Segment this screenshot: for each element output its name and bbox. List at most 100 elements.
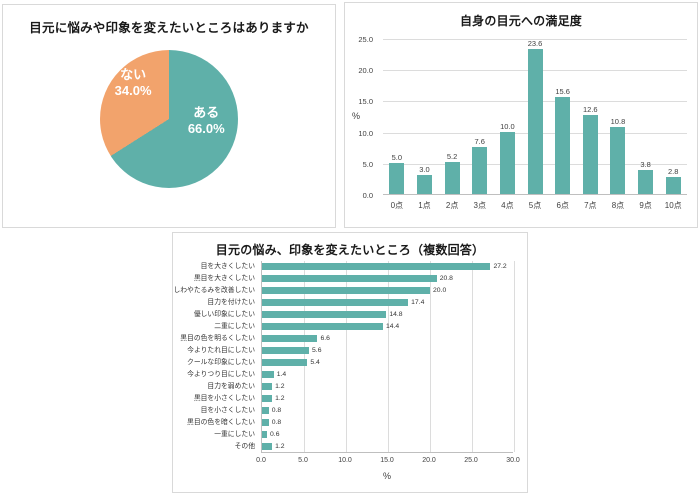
x-category-label: 4点 <box>501 201 514 210</box>
x-category-labels: 0点 1点 2点 3点 4点 5点 6点 7点 8点 9点 10点 <box>383 200 687 211</box>
gridline <box>383 39 687 40</box>
bar <box>262 275 437 283</box>
y-tick-label: 0.0 <box>362 191 373 200</box>
x-tick-label: 30.0 <box>506 457 520 464</box>
bar-value-label: 23.6 <box>527 39 543 48</box>
gridline <box>388 261 389 452</box>
bar <box>262 358 308 366</box>
x-tick-label: 5.0 <box>298 457 308 464</box>
bar-value-label: 10.0 <box>500 121 515 131</box>
bar-value-label: 0.6 <box>270 430 280 438</box>
bar <box>416 175 432 194</box>
hbar-plot: 27.2 20.8 20.0 17.4 14.8 14.4 6.6 5.6 5.4 1.4 1.2 1… <box>261 261 515 453</box>
bar <box>472 146 488 194</box>
hbar-xtick-labels: 0.0 5.0 10.0 15.0 20.0 25.0 30.0 <box>256 457 520 467</box>
category-label: クールな印象にしたい <box>187 359 255 366</box>
category-label: 黒目を小さくしたい <box>193 395 255 402</box>
category-label: 今よりつり目にしたい <box>187 371 255 378</box>
category-label: 黒目の色を明るくしたい <box>180 335 255 342</box>
category-label: しわやたるみを改善したい <box>173 287 255 294</box>
bar <box>555 96 571 194</box>
bar-value-label: 14.8 <box>389 311 403 319</box>
satisfaction-chart-title: 自身の目元への満足度 <box>459 14 582 28</box>
pie-chart-area: ない 34.0% ある 66.0% <box>100 50 238 188</box>
bar-slot: 3.0 <box>411 39 439 194</box>
y-tick-labels: 0.0 5.0 10.0 15.0 20.0 25.0 <box>345 35 379 200</box>
x-category-label: 1点 <box>418 201 431 210</box>
x-tick-label: 0.0 <box>256 457 266 464</box>
gridline <box>346 261 347 452</box>
x-category-label: 6点 <box>556 201 569 210</box>
x-tick-label: 10.0 <box>338 457 352 464</box>
bar-slot: 15.6 <box>549 39 577 194</box>
bar-row: 0.6 <box>262 428 513 440</box>
bar-value-label: 17.4 <box>411 299 425 307</box>
bar-row: 0.8 <box>262 416 513 428</box>
category-label: 今よりたれ目にしたい <box>187 347 255 354</box>
x-tick-label: 25.0 <box>464 457 478 464</box>
bar-value-label: 12.6 <box>583 105 598 115</box>
bar-value-label: 5.2 <box>446 151 458 161</box>
x-category-label: 7点 <box>584 201 597 210</box>
bar-row: 0.8 <box>262 404 513 416</box>
y-tick-label: 25.0 <box>358 35 373 44</box>
bar-value-label: 0.8 <box>271 406 282 414</box>
pie-chart-title: 目元に悩みや印象を変えたいところはありますか <box>29 21 309 35</box>
pie-slice-label-aru: ある 66.0% <box>175 105 238 138</box>
bar-value-label: 2.8 <box>668 166 679 176</box>
bar-value-label: 3.0 <box>419 165 430 175</box>
bar <box>610 126 626 194</box>
hbar-category-labels: 目を大きくしたい 黒目を大きくしたい しわやたるみを改善したい 目力を付けたい 優しい印… <box>173 261 259 453</box>
bar-value-label: 5.0 <box>391 152 403 162</box>
bar <box>389 162 405 194</box>
x-tick-label: 15.0 <box>380 457 394 464</box>
bar-value-label: 20.8 <box>439 275 453 283</box>
bar-row: 20.0 <box>262 285 513 297</box>
bar <box>262 382 273 390</box>
bar <box>262 430 268 438</box>
bar-row: 27.2 <box>262 261 513 273</box>
bar-slot: 3.8 <box>632 39 660 194</box>
category-label: 一重にしたい <box>214 431 255 438</box>
bar-value-label: 15.6 <box>555 86 570 96</box>
x-category-label: 5点 <box>528 201 542 210</box>
category-label: 目力を付けたい <box>207 299 255 306</box>
bar-value-label: 20.0 <box>433 287 447 295</box>
bar-row: 5.6 <box>262 345 513 357</box>
bar <box>582 115 598 194</box>
bar <box>262 418 269 426</box>
bar-slot: 10.0 <box>494 39 522 194</box>
pie-slice-name: ある <box>193 105 220 121</box>
category-label: 黒目を大きくしたい <box>193 275 255 282</box>
bar <box>262 370 274 378</box>
bar-row: 1.2 <box>262 440 513 452</box>
bar <box>262 442 273 450</box>
bar-value-label: 14.4 <box>385 323 400 331</box>
bar-row: 14.8 <box>262 309 513 321</box>
bar-value-label: 5.4 <box>310 358 320 366</box>
x-category-label: 0点 <box>390 201 404 210</box>
gridline <box>430 261 431 452</box>
bar <box>262 263 491 271</box>
category-label: 優しい印象にしたい <box>193 311 255 318</box>
pie-slice-value: 34.0% <box>114 82 152 98</box>
bar-value-label: 27.2 <box>493 263 507 271</box>
category-label: 黒目の色を暗くしたい <box>187 419 255 426</box>
bar-row: 1.4 <box>262 368 513 380</box>
bar <box>262 311 387 319</box>
bar-row: 1.2 <box>262 392 513 404</box>
bar-value-label: 1.2 <box>275 382 285 390</box>
bar-slot: 5.2 <box>438 39 466 194</box>
bar-slot: 10.8 <box>604 39 632 194</box>
bar-slot: 7.6 <box>466 39 494 194</box>
bar-row: 5.4 <box>262 357 513 369</box>
bar-value-label: 0.8 <box>271 418 282 426</box>
satisfaction-plot: 5.0 3.0 5.2 7.6 10.0 23.6 15.6 12.6 10.8 3.8 2.8 <box>383 39 687 195</box>
category-label: その他 <box>234 443 255 450</box>
x-category-label: 8点 <box>611 201 625 210</box>
pie-slice-value: 66.0% <box>187 121 225 137</box>
bar-value-label: 5.6 <box>312 347 322 355</box>
category-label: 目を小さくしたい <box>200 407 255 414</box>
bar-value-label: 1.4 <box>276 370 287 378</box>
bar-slot: 2.8 <box>659 39 687 194</box>
